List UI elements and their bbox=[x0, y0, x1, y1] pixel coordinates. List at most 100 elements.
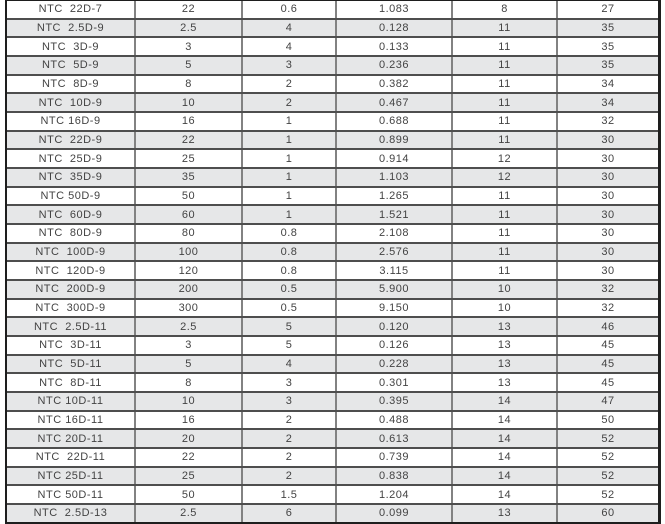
value-cell: 300 bbox=[136, 299, 243, 317]
value-cell: 2 bbox=[243, 467, 337, 485]
value-cell: 0.899 bbox=[337, 131, 453, 149]
model-cell: NTC 50D-11 bbox=[7, 486, 136, 504]
table-row: NTC 16D-11 16 2 0.488 14 50 bbox=[7, 411, 658, 431]
value-cell: 4 bbox=[243, 19, 337, 37]
value-cell: 0.6 bbox=[243, 1, 337, 18]
table-row: NTC 35D-9 35 1 1.103 12 30 bbox=[7, 169, 658, 188]
value-cell: 30 bbox=[601, 134, 615, 147]
value-cell: 50 bbox=[136, 486, 243, 504]
model-cell: NTC 2.5D-13 bbox=[7, 505, 136, 522]
model-cell: NTC 3D-9 bbox=[7, 38, 136, 56]
value-cell: 5 bbox=[243, 318, 337, 336]
value-cell: 2 bbox=[243, 449, 337, 466]
value-cell: 5.900 bbox=[337, 281, 453, 298]
model-cell: NTC 35D-9 bbox=[7, 169, 136, 186]
value-cell: 34 bbox=[601, 78, 615, 91]
value-cell: 60 bbox=[601, 507, 615, 520]
value-cell: 0.488 bbox=[337, 411, 453, 429]
table-row: NTC 3D-9 3 4 0.133 11 35 bbox=[7, 38, 658, 58]
value-cell: 0.739 bbox=[337, 449, 453, 466]
value-cell: 3 bbox=[136, 38, 243, 56]
model-cell: NTC 8D-9 bbox=[7, 75, 136, 93]
value-cell: 2 bbox=[243, 430, 337, 448]
value-cell: 11 bbox=[453, 187, 558, 205]
value-cell: 50 bbox=[601, 414, 615, 427]
table-row: NTC 5D-9 5 3 0.236 11 35 bbox=[7, 57, 658, 76]
value-cell: 30 bbox=[601, 227, 615, 240]
value-cell: 30 bbox=[601, 171, 615, 184]
value-cell: 0.395 bbox=[337, 393, 453, 410]
value-cell: 30 bbox=[601, 208, 615, 221]
value-cell: 46 bbox=[601, 320, 615, 333]
value-cell: 0.914 bbox=[337, 150, 453, 168]
value-cell: 9.150 bbox=[337, 299, 453, 317]
value-cell: 35 bbox=[136, 169, 243, 186]
value-cell: 10 bbox=[136, 393, 243, 410]
value-cell: 11 bbox=[453, 262, 558, 280]
model-cell: NTC 10D-11 bbox=[7, 393, 136, 410]
value-cell: 25 bbox=[136, 467, 243, 485]
table-row: NTC 2.5D-11 2.5 5 0.120 13 46 bbox=[7, 318, 658, 338]
value-cell: 5 bbox=[136, 57, 243, 74]
value-cell: 2 bbox=[243, 75, 337, 93]
table-row: NTC 22D-11 22 2 0.739 14 52 bbox=[7, 449, 658, 468]
value-cell: 1 bbox=[243, 150, 337, 168]
value-cell: 0.467 bbox=[337, 94, 453, 112]
value-cell: 11 bbox=[453, 225, 558, 242]
table-row: NTC 80D-9 80 0.8 2.108 11 30 bbox=[7, 225, 658, 244]
value-cell: 16 bbox=[136, 411, 243, 429]
value-cell: 11 bbox=[453, 94, 558, 112]
value-cell: 200 bbox=[136, 281, 243, 298]
value-cell: 2 bbox=[243, 94, 337, 112]
table-row: NTC 60D-9 60 1 1.521 11 30 bbox=[7, 206, 658, 226]
table-row: NTC 200D-9 200 0.5 5.900 10 32 bbox=[7, 281, 658, 300]
value-cell: 32 bbox=[601, 115, 615, 128]
value-cell: 0.688 bbox=[337, 113, 453, 130]
table-row: NTC 10D-11 10 3 0.395 14 47 bbox=[7, 393, 658, 412]
value-cell: 1.265 bbox=[337, 187, 453, 205]
value-cell: 12 bbox=[453, 150, 558, 168]
value-cell: 16 bbox=[136, 113, 243, 130]
table-row: NTC 50D-9 50 1 1.265 11 30 bbox=[7, 187, 658, 207]
value-cell: 6 bbox=[243, 505, 337, 522]
model-cell: NTC 8D-11 bbox=[7, 374, 136, 392]
model-cell: NTC 80D-9 bbox=[7, 225, 136, 242]
value-cell: 0.838 bbox=[337, 467, 453, 485]
value-cell: 0.382 bbox=[337, 75, 453, 93]
value-cell: 35 bbox=[601, 59, 615, 72]
value-cell: 4 bbox=[243, 355, 337, 373]
value-cell: 20 bbox=[136, 430, 243, 448]
value-cell: 22 bbox=[136, 449, 243, 466]
value-cell: 2.576 bbox=[337, 243, 453, 261]
value-cell: 52 bbox=[601, 488, 615, 501]
value-cell: 8 bbox=[453, 1, 558, 18]
value-cell: 5 bbox=[243, 337, 337, 354]
table-row: NTC 16D-9 16 1 0.688 11 32 bbox=[7, 113, 658, 132]
value-cell: 22 bbox=[136, 1, 243, 18]
table-row: NTC 50D-11 50 1.5 1.204 14 52 bbox=[7, 486, 658, 506]
table-row: NTC 300D-9 300 0.5 9.150 10 32 bbox=[7, 299, 658, 319]
model-cell: NTC 5D-9 bbox=[7, 57, 136, 74]
value-cell: 3.115 bbox=[337, 262, 453, 280]
table-row: NTC 20D-11 20 2 0.613 14 52 bbox=[7, 430, 658, 450]
table-row: NTC 25D-9 25 1 0.914 12 30 bbox=[7, 150, 658, 170]
value-cell: 14 bbox=[453, 467, 558, 485]
table-row: NTC 22D-9 22 1 0.899 11 30 bbox=[7, 131, 658, 151]
value-cell: 0.613 bbox=[337, 430, 453, 448]
table-row: NTC 100D-9 100 0.8 2.576 11 30 bbox=[7, 243, 658, 263]
value-cell: 1 bbox=[243, 131, 337, 149]
table-row: NTC 5D-11 5 4 0.228 13 45 bbox=[7, 355, 658, 375]
value-cell: 13 bbox=[453, 374, 558, 392]
value-cell: 1.083 bbox=[337, 1, 453, 18]
value-cell: 5 bbox=[136, 355, 243, 373]
value-cell: 14 bbox=[453, 411, 558, 429]
value-cell: 14 bbox=[453, 393, 558, 410]
value-cell: 1 bbox=[243, 206, 337, 224]
value-cell: 80 bbox=[136, 225, 243, 242]
value-cell: 35 bbox=[601, 22, 615, 34]
model-cell: NTC 10D-9 bbox=[7, 94, 136, 112]
value-cell: 25 bbox=[136, 150, 243, 168]
table-row: NTC 10D-9 10 2 0.467 11 34 bbox=[7, 94, 658, 114]
value-cell: 11 bbox=[453, 38, 558, 56]
value-cell: 3 bbox=[243, 57, 337, 74]
